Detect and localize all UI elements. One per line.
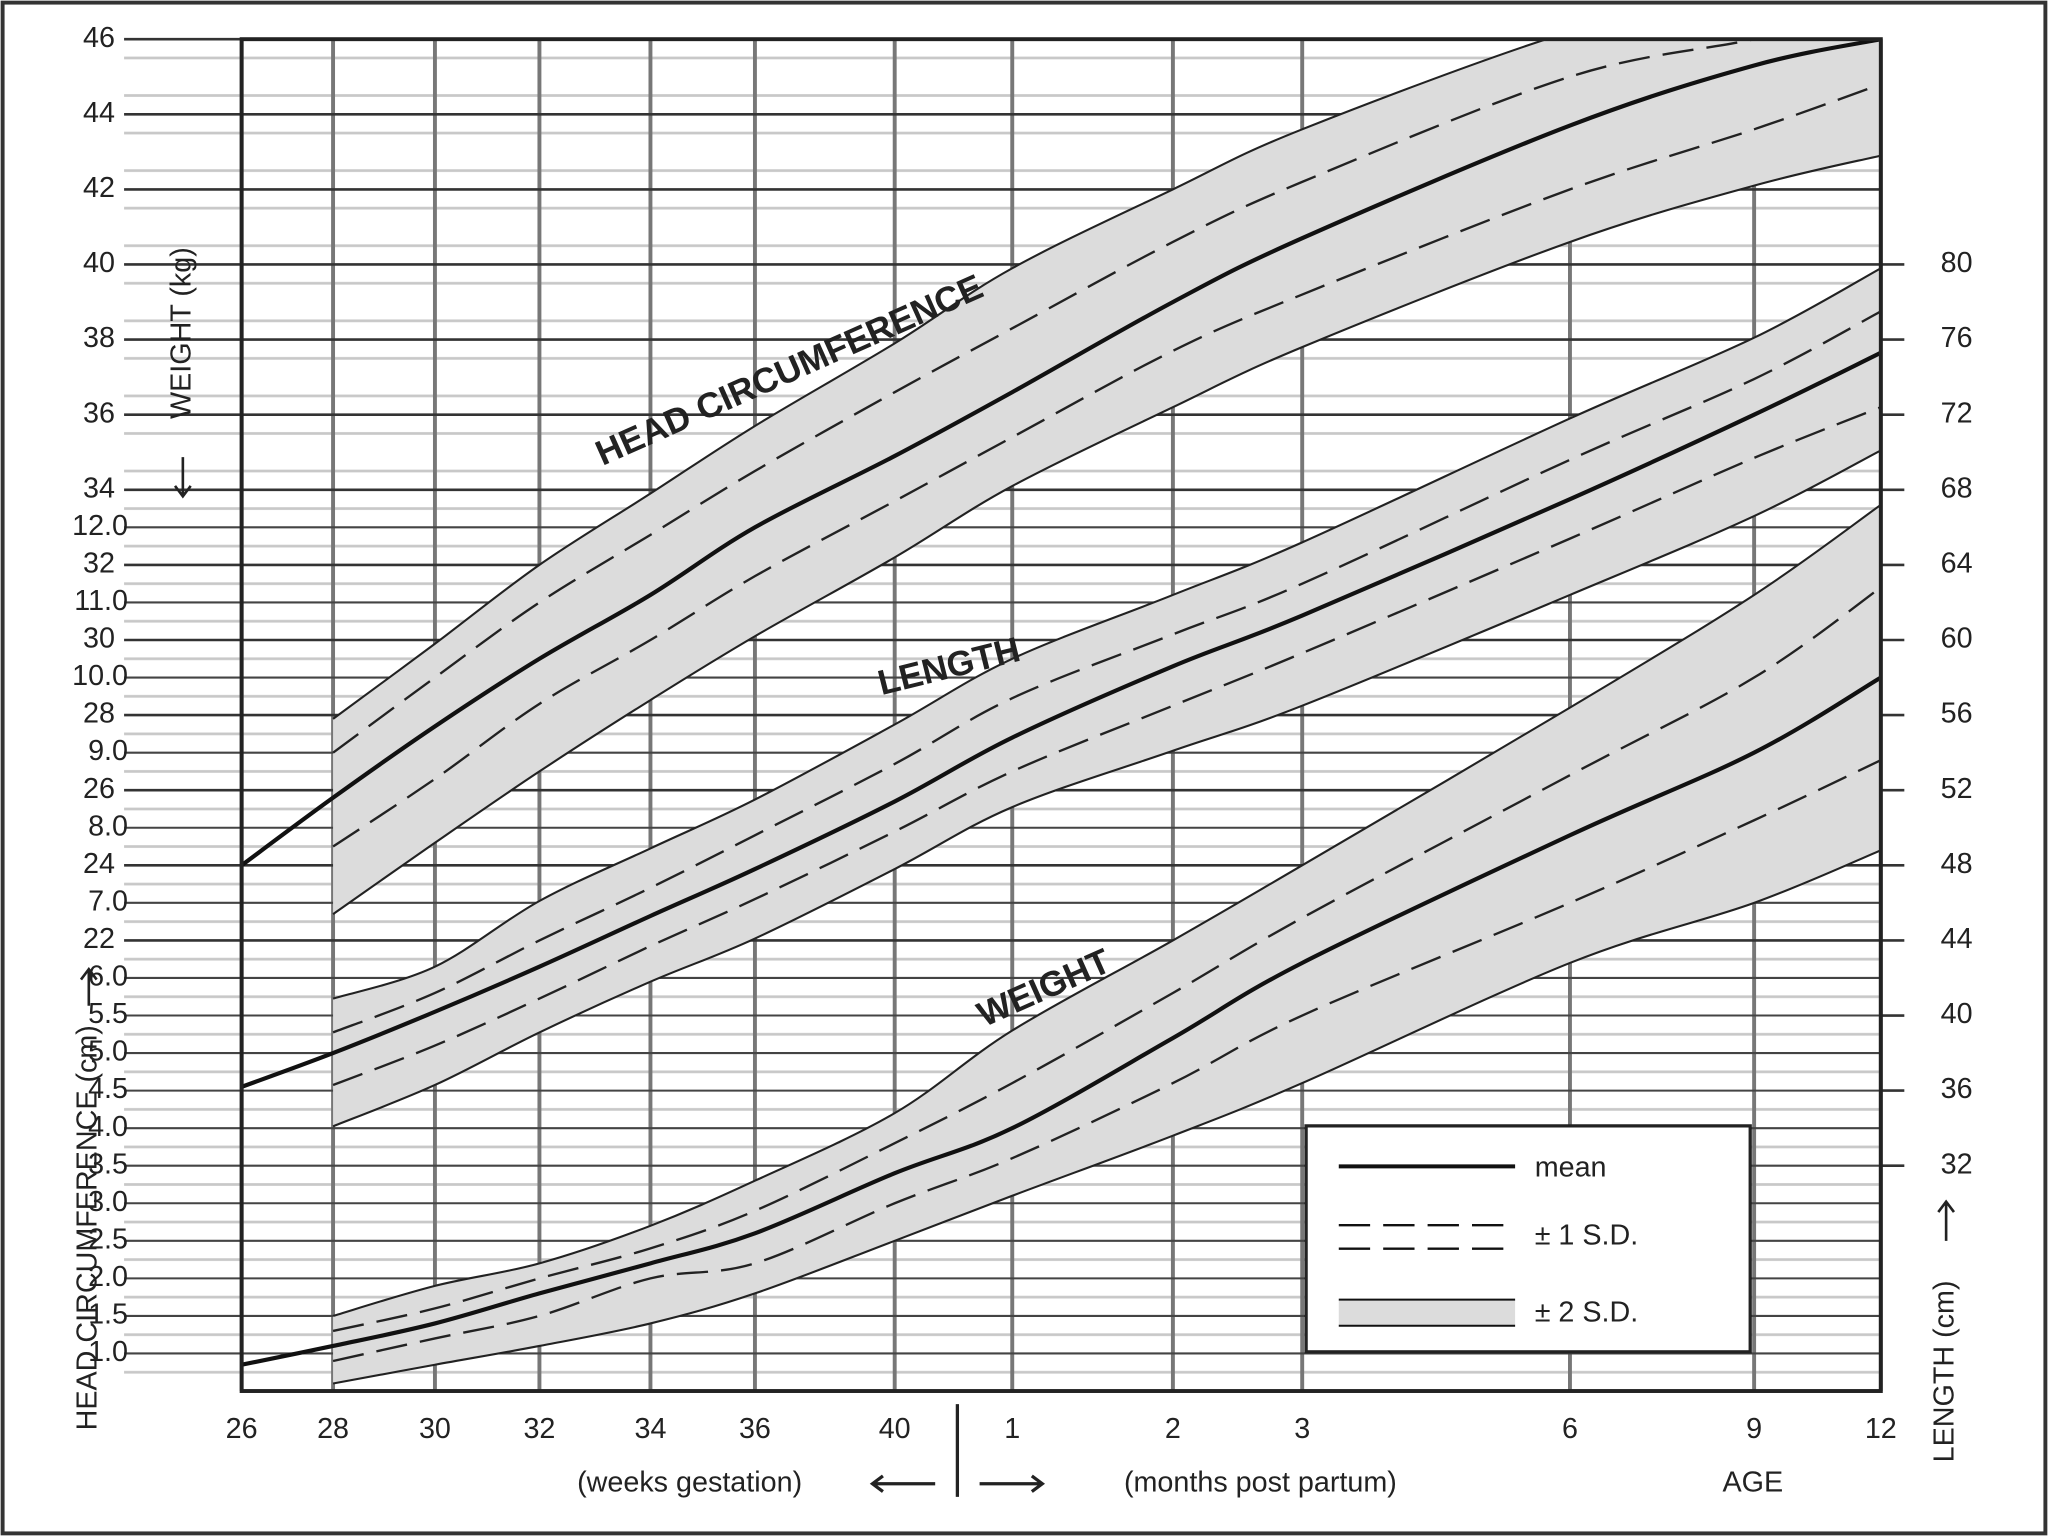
y3-tick-label: 1.5 (88, 1299, 128, 1331)
curve (332, 759, 1881, 1363)
arrow (173, 457, 192, 499)
arrow (1937, 1199, 1956, 1241)
arrow (869, 1474, 936, 1493)
y-axis-title: HEAD CIRCUMFERENCE (cm) (71, 1025, 103, 1430)
curve (332, 39, 1550, 720)
x-axis-title: AGE (1722, 1466, 1783, 1498)
curve (241, 675, 1881, 1367)
y-tick-label: 44 (83, 97, 115, 129)
y-tick-label: 24 (83, 848, 115, 880)
y2-tick-label: 72 (1941, 397, 1973, 429)
y-tick-label: 40 (83, 247, 115, 279)
curve (332, 154, 1881, 915)
y-tick-label: 26 (83, 773, 115, 805)
curve (332, 83, 1881, 848)
curve (241, 350, 1881, 1089)
x-tick-label: 1 (1004, 1413, 1020, 1445)
y3-tick-label: 1.0 (88, 1336, 128, 1368)
y-tick-label: 34 (83, 472, 115, 504)
y2-tick-label: 80 (1941, 247, 1973, 279)
y3-tick-label: 4.0 (88, 1111, 128, 1143)
x-tick-label: 36 (739, 1413, 771, 1445)
x-tick-label: 9 (1746, 1413, 1762, 1445)
bands (333, 39, 1881, 1384)
plot-frame (239, 37, 1883, 1393)
sd-band (333, 39, 1881, 915)
y2-tick-label: 60 (1941, 623, 1973, 655)
y3-axis-title: WEIGHT (kg) (165, 247, 197, 419)
x-tick-label: 12 (1865, 1413, 1897, 1445)
y3-tick-label: 2.0 (88, 1261, 128, 1293)
x-tick-label: 34 (634, 1413, 666, 1445)
curve (332, 267, 1881, 1000)
y3-tick-label: 2.5 (88, 1223, 128, 1255)
y2-tick-label: 52 (1941, 773, 1973, 805)
x-tick-label: 32 (523, 1413, 555, 1445)
y3-tick-label: 7.0 (88, 885, 128, 917)
y3-tick-label: 4.5 (88, 1073, 128, 1105)
y2-axis-title: LENGTH (cm) (1929, 1280, 1961, 1462)
y-tick-label: 28 (83, 698, 115, 730)
y-tick-label: 36 (83, 397, 115, 429)
y2-tick-label: 68 (1941, 472, 1973, 504)
y-tick-label: 42 (83, 172, 115, 204)
curve (332, 503, 1881, 1317)
curve (332, 406, 1881, 1087)
y-tick-label: 32 (83, 547, 115, 579)
y-tick-label: 30 (83, 623, 115, 655)
lines (241, 39, 1881, 1385)
legend-sd2 (1338, 1299, 1516, 1326)
y2-tick-label: 48 (1941, 848, 1973, 880)
y3-tick-label: 12.0 (72, 510, 128, 542)
curve (332, 449, 1881, 1128)
y3-tick-label: 5.5 (88, 998, 128, 1030)
x-tick-label: 26 (226, 1413, 258, 1445)
y3-tick-label: 8.0 (88, 810, 128, 842)
y2-tick-label: 56 (1941, 698, 1973, 730)
curve (332, 586, 1881, 1333)
arrow (79, 966, 98, 1006)
x-tick-label: 2 (1165, 1413, 1181, 1445)
sd-band (333, 268, 1881, 1127)
legend: mean ± 1 S.D. ± 2 S.D. (1304, 1124, 1752, 1354)
y3-tick-label: 11.0 (74, 585, 128, 617)
sd-band (333, 504, 1881, 1384)
legend-label: ± 2 S.D. (1535, 1297, 1639, 1329)
y3-tick-label: 9.0 (88, 735, 128, 767)
y-tick-label: 22 (83, 923, 115, 955)
x-axis-title: (months post partum) (1124, 1466, 1397, 1498)
y3-tick-label: 10.0 (72, 660, 128, 692)
x-tick-label: 3 (1294, 1413, 1310, 1445)
y2-tick-label: 40 (1941, 998, 1973, 1030)
curve (241, 39, 1881, 867)
y2-tick-label: 44 (1941, 923, 1973, 955)
y2-tick-label: 76 (1941, 322, 1973, 354)
curve (332, 849, 1881, 1385)
curve (332, 310, 1881, 1034)
y2-tick-label: 32 (1941, 1148, 1973, 1180)
x-axis-title: (weeks gestation) (577, 1466, 802, 1498)
y-tick-label: 46 (83, 22, 115, 54)
curve (332, 39, 1760, 754)
x-tick-label: 30 (419, 1413, 451, 1445)
arrow (979, 1474, 1046, 1493)
x-tick-label: 40 (879, 1413, 911, 1445)
x-tick-label: 6 (1562, 1413, 1578, 1445)
y2-tick-label: 64 (1941, 547, 1973, 579)
y-tick-label: 38 (83, 322, 115, 354)
y3-tick-label: 3.5 (88, 1148, 128, 1180)
y3-tick-label: 3.0 (88, 1186, 128, 1218)
legend-label: mean (1535, 1152, 1607, 1184)
x-tick-label: 28 (317, 1413, 349, 1445)
y3-tick-label: 5.0 (88, 1036, 128, 1068)
y2-tick-label: 36 (1941, 1073, 1973, 1105)
legend-label: ± 1 S.D. (1535, 1219, 1639, 1251)
